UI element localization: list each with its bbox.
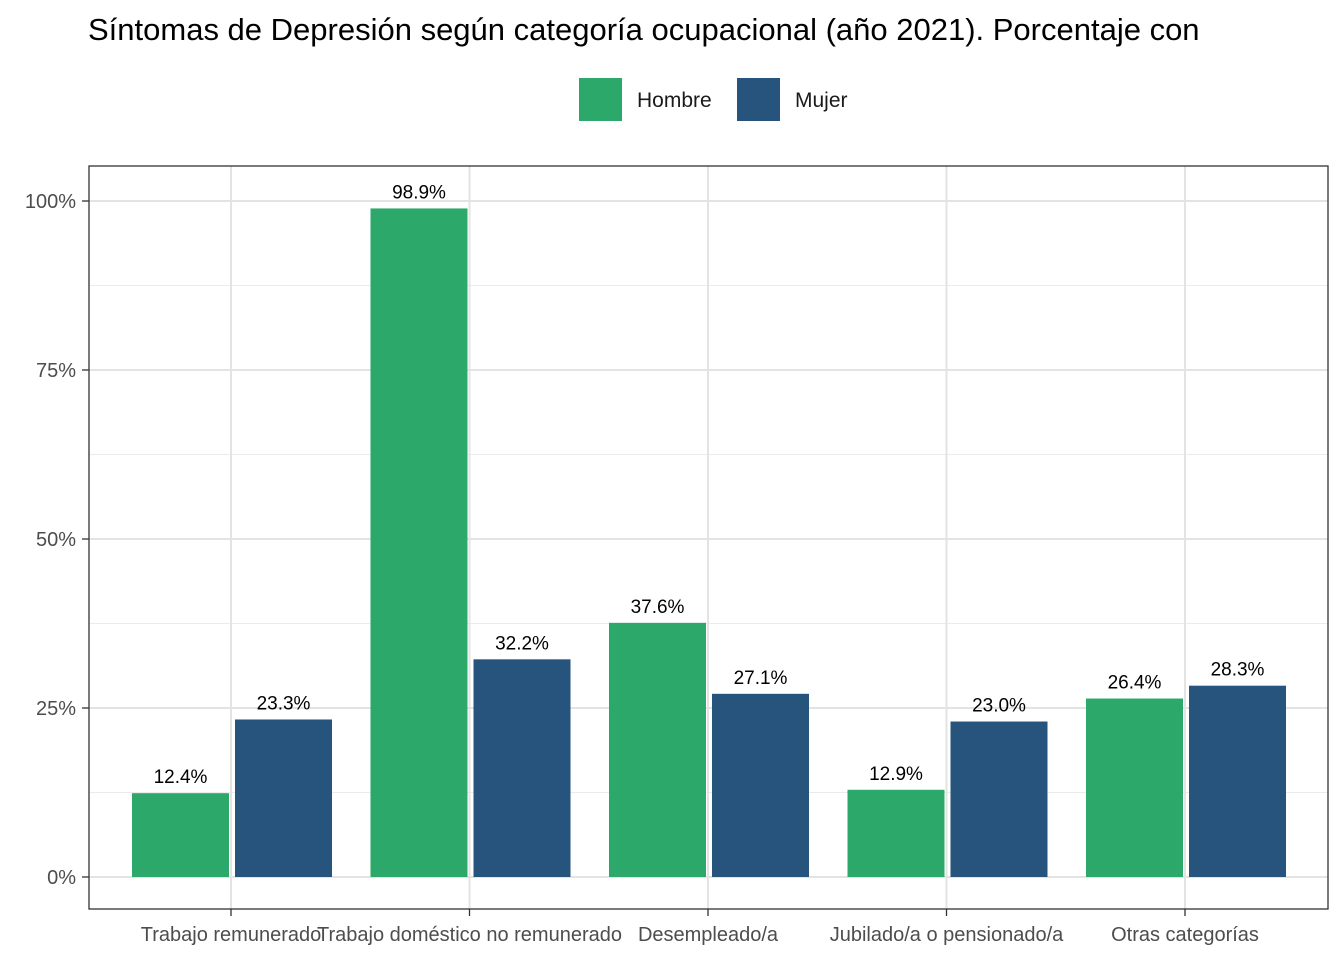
y-tick-label: 100% [25,191,76,213]
data-label: 98.9% [392,182,446,203]
x-tick-label: Otras categorías [1111,924,1259,946]
legend-key-hombre [579,78,622,121]
bar-hombre [847,789,945,877]
data-label: 12.4% [154,767,208,788]
data-labels: 12.4% 98.9% 37.6% 12.9% 26.4% 23.3% 32.2% 27.1%… [154,182,1265,788]
data-label: 26.4% [1108,673,1162,694]
bar-mujer [235,719,332,877]
bar-hombre [132,793,229,877]
bar-mujer [950,721,1048,877]
data-label: 32.2% [495,633,549,654]
y-tick-label: 75% [36,360,76,382]
y-tick-label: 0% [47,867,76,889]
x-tick-label: Jubilado/a o pensionado/a [830,924,1064,946]
bars [132,208,1286,877]
bar-hombre [1086,698,1183,877]
data-label: 37.6% [631,597,685,618]
x-tick-label: Desempleado/a [638,924,779,946]
bar-hombre [609,622,706,877]
y-axis: 0% 25% 50% 75% 100% [25,191,89,889]
data-label: 12.9% [869,764,923,785]
chart-title: Síntomas de Depresión según categoría oc… [88,12,1200,47]
data-label: 23.3% [257,693,311,714]
data-label: 23.0% [972,696,1026,717]
legend-label-mujer: Mujer [795,89,848,112]
bar-hombre [370,208,468,877]
grid-lines [89,166,1328,909]
bar-mujer [1189,685,1286,877]
y-tick-label: 50% [36,529,76,551]
legend: Hombre Mujer [579,78,848,121]
bar-mujer [712,693,809,877]
x-tick-label: Trabajo remunerado [141,924,321,946]
data-label: 27.1% [734,668,788,689]
bar-mujer [473,659,571,877]
legend-label-hombre: Hombre [637,89,712,112]
x-tick-label: Trabajo doméstico no remunerado [317,924,622,946]
data-label: 28.3% [1211,660,1265,681]
y-tick-label: 25% [36,698,76,720]
legend-key-mujer [737,78,780,121]
